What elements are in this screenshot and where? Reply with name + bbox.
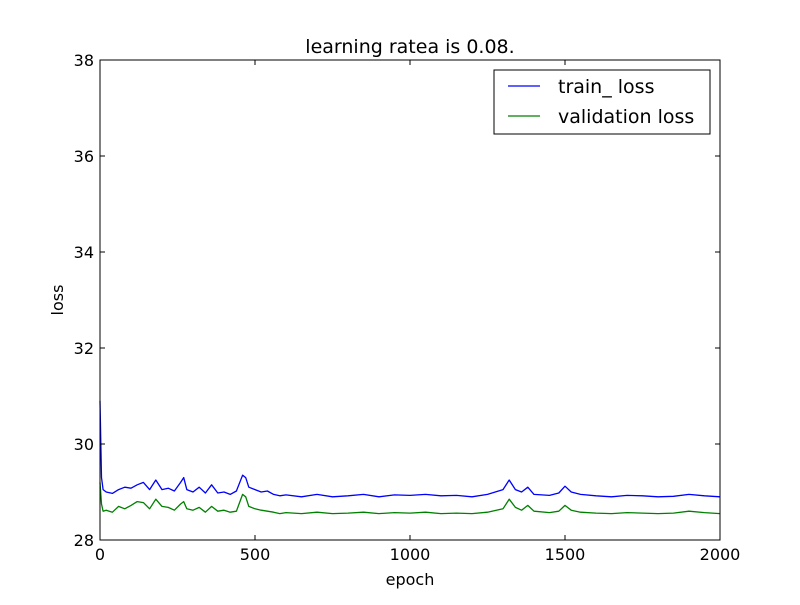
x-tick-label: 500: [240, 545, 271, 564]
legend-label-validation-loss: validation loss: [558, 106, 694, 128]
y-tick-label: 34: [74, 243, 94, 262]
plot-area: [100, 60, 720, 540]
x-tick-label: 2000: [700, 545, 741, 564]
y-tick-label: 38: [74, 51, 94, 70]
ticks-layer: 0 500 1000 1500 2000 28 30 32 34 36 38: [74, 51, 741, 564]
series-line-validation-loss: [99, 482, 721, 515]
y-tick-label: 32: [74, 339, 94, 358]
chart-title: learning ratea is 0.08.: [305, 36, 514, 58]
x-axis-label: epoch: [386, 570, 435, 589]
legend: train_ loss validation loss: [493, 69, 711, 135]
y-tick-label: 36: [74, 147, 94, 166]
y-axis-label: loss: [48, 285, 67, 316]
y-tick-label: 30: [74, 435, 94, 454]
y-tick-label: 28: [74, 531, 94, 550]
legend-label-train-loss: train_ loss: [558, 76, 654, 98]
series-layer: [99, 400, 721, 515]
legend-box: [493, 69, 711, 135]
x-tick-label: 0: [95, 545, 105, 564]
x-tick-label: 1500: [545, 545, 586, 564]
x-tick-label: 1000: [390, 545, 431, 564]
series-line-train-loss: [99, 400, 721, 498]
